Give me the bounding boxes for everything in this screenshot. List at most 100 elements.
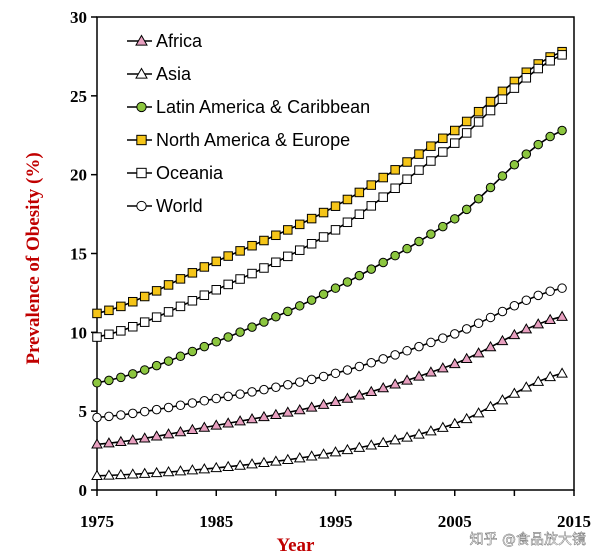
data-point bbox=[402, 346, 412, 356]
data-point bbox=[366, 357, 377, 368]
data-point bbox=[223, 251, 233, 261]
data-point bbox=[438, 333, 448, 343]
data-point bbox=[138, 467, 151, 478]
data-point bbox=[448, 417, 461, 429]
data-point bbox=[330, 283, 341, 293]
data-point bbox=[174, 465, 187, 476]
data-point bbox=[294, 377, 305, 387]
data-point bbox=[485, 312, 496, 323]
data-point bbox=[377, 436, 390, 448]
data-point bbox=[485, 96, 496, 107]
data-point bbox=[330, 201, 341, 211]
data-point bbox=[271, 257, 281, 268]
data-point bbox=[150, 466, 163, 478]
data-point bbox=[450, 214, 460, 224]
data-point bbox=[341, 443, 354, 455]
data-point bbox=[378, 354, 388, 364]
data-point bbox=[187, 398, 198, 408]
data-point bbox=[211, 256, 221, 267]
x-tick-label: 2005 bbox=[438, 512, 472, 531]
data-point bbox=[92, 308, 102, 319]
series-world bbox=[92, 283, 567, 423]
data-point bbox=[116, 301, 126, 312]
data-point bbox=[175, 400, 186, 411]
data-point bbox=[271, 312, 281, 322]
data-point bbox=[305, 401, 318, 412]
data-point bbox=[198, 421, 211, 432]
data-point bbox=[460, 412, 473, 424]
data-point bbox=[92, 332, 102, 342]
data-point bbox=[151, 404, 162, 415]
data-point bbox=[283, 225, 293, 235]
data-point bbox=[533, 139, 543, 150]
data-point bbox=[198, 463, 211, 474]
data-point bbox=[294, 219, 305, 230]
data-point bbox=[91, 438, 103, 449]
data-point bbox=[126, 434, 139, 445]
y-tick-label: 25 bbox=[70, 87, 87, 106]
data-point bbox=[544, 370, 557, 382]
data-point bbox=[150, 430, 163, 441]
legend-marker bbox=[136, 101, 147, 113]
legend-label: World bbox=[156, 196, 203, 216]
data-point bbox=[497, 171, 508, 181]
data-point bbox=[199, 341, 210, 352]
data-point bbox=[342, 365, 353, 375]
data-point bbox=[402, 174, 412, 184]
data-point bbox=[544, 313, 557, 325]
legend-marker bbox=[136, 200, 147, 212]
y-tick-label: 30 bbox=[70, 8, 87, 27]
data-point bbox=[247, 240, 257, 251]
data-point bbox=[556, 367, 568, 378]
axes-labels: 0 5 10 15 20 25 30 1975 1985 1995 2005 2015 Year Prev… bbox=[23, 8, 591, 556]
data-point bbox=[92, 412, 102, 423]
data-point bbox=[126, 468, 139, 479]
data-point bbox=[508, 387, 521, 398]
data-point bbox=[378, 192, 388, 202]
data-point bbox=[306, 374, 317, 385]
data-point bbox=[450, 329, 460, 339]
x-tick-label: 1975 bbox=[80, 512, 114, 531]
data-point bbox=[354, 209, 365, 219]
data-point bbox=[318, 207, 329, 218]
data-point bbox=[318, 371, 329, 382]
data-point bbox=[496, 394, 509, 405]
data-point bbox=[104, 329, 114, 340]
data-point bbox=[329, 446, 342, 457]
data-point bbox=[556, 310, 568, 321]
data-point bbox=[353, 389, 366, 400]
data-point bbox=[259, 263, 269, 273]
data-point bbox=[211, 337, 221, 347]
data-point bbox=[497, 86, 508, 97]
data-point bbox=[187, 296, 198, 306]
data-point bbox=[414, 236, 424, 247]
data-point bbox=[258, 456, 270, 468]
y-tick-label: 15 bbox=[70, 245, 87, 264]
legend-item: Asia bbox=[127, 64, 192, 84]
data-point bbox=[366, 180, 377, 190]
data-point bbox=[163, 356, 174, 366]
data-point bbox=[151, 312, 162, 322]
legend-label: North America & Europe bbox=[156, 130, 350, 150]
series-line bbox=[96, 315, 563, 446]
data-point bbox=[390, 165, 400, 175]
data-point bbox=[283, 306, 293, 317]
data-point bbox=[211, 285, 221, 295]
data-point bbox=[473, 106, 484, 117]
data-point bbox=[162, 428, 175, 439]
data-point bbox=[354, 187, 365, 198]
data-point bbox=[103, 469, 115, 480]
data-point bbox=[317, 398, 330, 409]
data-point bbox=[389, 378, 401, 389]
data-point bbox=[484, 341, 497, 352]
data-point bbox=[104, 375, 114, 386]
series-layer bbox=[91, 46, 568, 481]
data-point bbox=[426, 229, 436, 239]
data-point bbox=[413, 428, 425, 439]
data-point bbox=[426, 141, 436, 151]
data-point bbox=[294, 245, 305, 255]
x-tick-label: 1995 bbox=[319, 512, 353, 531]
data-point bbox=[520, 323, 533, 334]
data-point bbox=[436, 362, 449, 373]
data-point bbox=[210, 461, 223, 473]
